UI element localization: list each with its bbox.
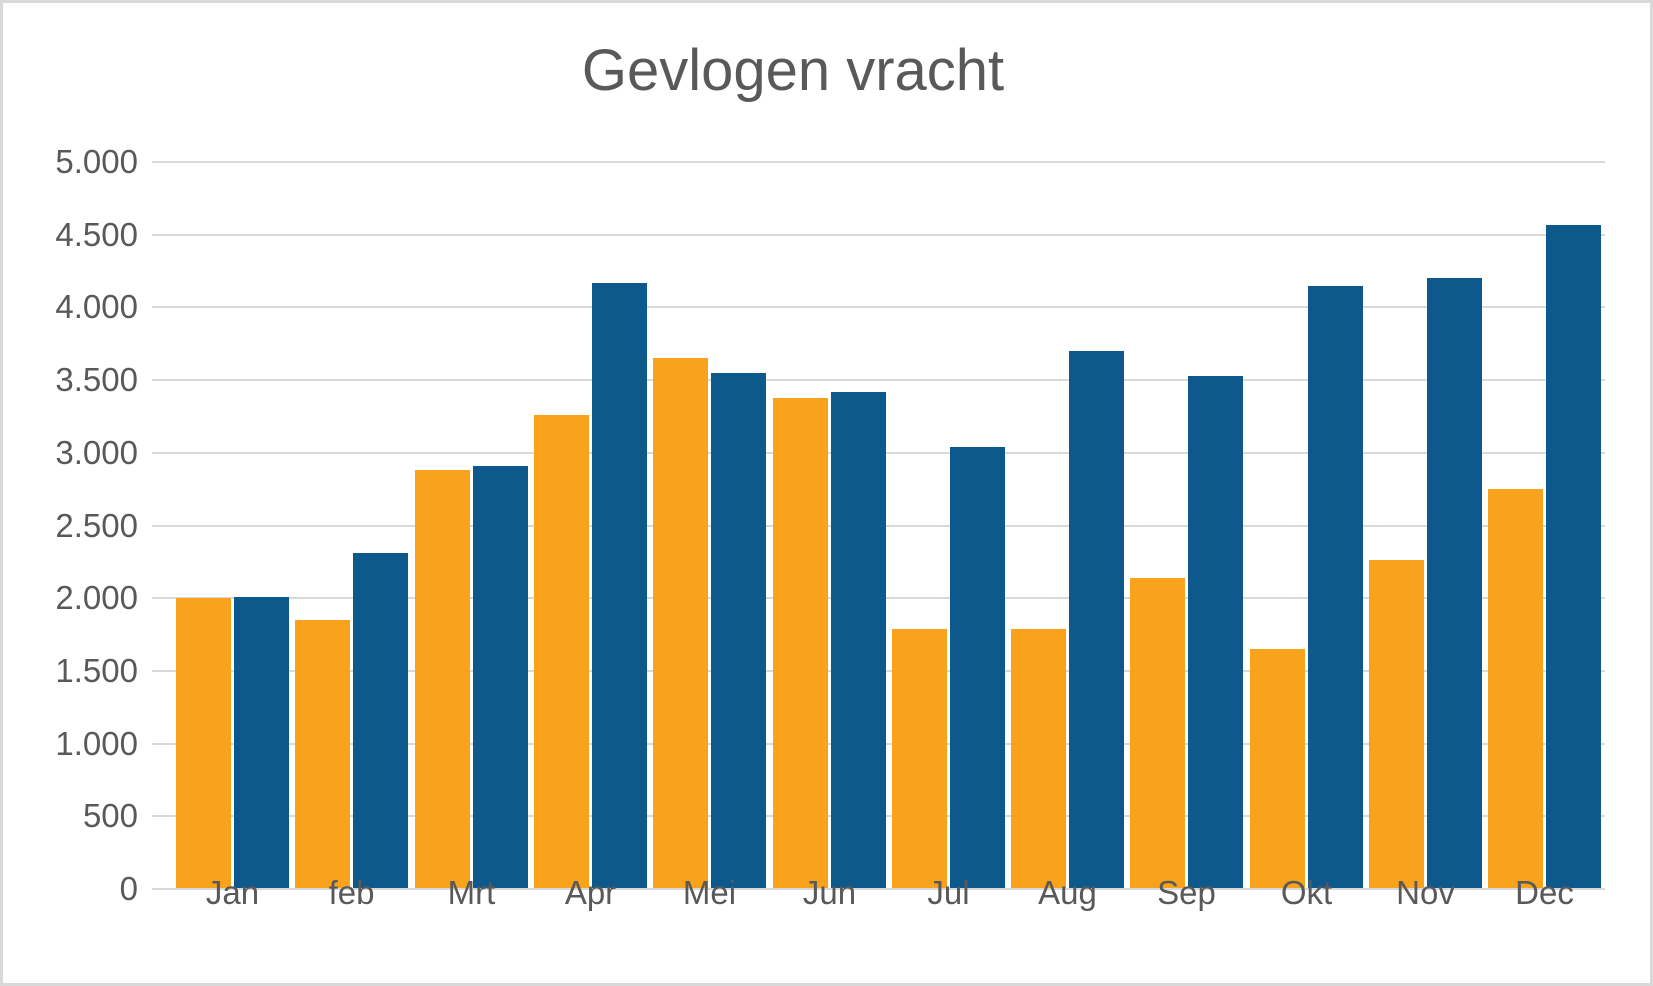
bar-orange-jul: [892, 629, 947, 889]
bar-group-dec: [1488, 162, 1601, 889]
bar-orange-nov: [1369, 560, 1424, 889]
y-axis-label: 5.000: [55, 143, 138, 180]
x-axis-label-okt: Okt: [1280, 874, 1333, 911]
y-axis-tick: [152, 815, 166, 817]
bar-blue-feb: [353, 553, 408, 889]
x-axis-line: [152, 888, 1605, 890]
y-axis-tick: [152, 597, 166, 599]
x-axis-label-dec: Dec: [1515, 874, 1574, 911]
bar-blue-jun: [831, 392, 886, 889]
bar-group-feb: [295, 162, 408, 889]
bar-orange-mrt: [415, 470, 470, 889]
bar-orange-apr: [534, 415, 589, 889]
y-axis-label: 4.000: [55, 288, 138, 325]
y-axis-label: 1.000: [55, 725, 138, 762]
bar-blue-mrt: [473, 466, 528, 889]
bar-blue-mei: [711, 373, 766, 889]
plot-area: [152, 161, 1605, 890]
y-axis-label: 3.500: [55, 361, 138, 398]
x-axis-label-jul: Jul: [927, 874, 970, 911]
gridline: [166, 234, 1605, 236]
bar-group-mei: [653, 162, 766, 889]
y-axis-tick: [152, 234, 166, 236]
y-axis-label: 0: [119, 870, 138, 907]
x-axis-label-mrt: Mrt: [447, 874, 496, 911]
x-axis-label-feb: feb: [328, 874, 375, 911]
x-axis-label-mei: Mei: [682, 874, 737, 911]
bar-orange-jun: [773, 398, 828, 889]
bar-orange-dec: [1488, 489, 1543, 889]
y-axis-label: 1.500: [55, 652, 138, 689]
x-axis-label-jun: Jun: [802, 874, 857, 911]
bar-group-aug: [1011, 162, 1124, 889]
bar-orange-feb: [295, 620, 350, 889]
gridline: [166, 306, 1605, 308]
gridline: [166, 161, 1605, 163]
y-axis-tick: [152, 161, 166, 163]
bar-group-sep: [1130, 162, 1243, 889]
bar-blue-sep: [1188, 376, 1243, 889]
y-axis-label: 3.000: [55, 434, 138, 471]
bar-blue-aug: [1069, 351, 1124, 889]
y-axis-tick: [152, 670, 166, 672]
x-axis-label-apr: Apr: [564, 874, 617, 911]
y-axis-tick: [152, 306, 166, 308]
x-axis-label-sep: Sep: [1157, 874, 1216, 911]
bar-group-jul: [892, 162, 1005, 889]
x-axis-label-jan: Jan: [205, 874, 260, 911]
y-axis-label: 2.000: [55, 579, 138, 616]
bar-blue-jan: [234, 597, 289, 889]
y-axis-label: 2.500: [55, 507, 138, 544]
y-axis-tick: [152, 379, 166, 381]
chart-title: Gevlogen vracht: [581, 38, 1005, 103]
bar-group-jan: [176, 162, 289, 889]
bar-blue-jul: [950, 447, 1005, 889]
bar-blue-dec: [1546, 225, 1601, 889]
bar-group-mrt: [415, 162, 528, 889]
bar-group-okt: [1250, 162, 1363, 889]
x-axis-label-aug: Aug: [1038, 874, 1097, 911]
bar-orange-sep: [1130, 578, 1185, 889]
bar-orange-okt: [1250, 649, 1305, 889]
y-axis-label: 4.500: [55, 216, 138, 253]
bar-blue-nov: [1427, 278, 1482, 889]
y-axis-tick: [152, 743, 166, 745]
gridline: [166, 379, 1605, 381]
bar-orange-aug: [1011, 629, 1066, 889]
bar-orange-mei: [653, 358, 708, 889]
bar-group-nov: [1369, 162, 1482, 889]
bar-blue-okt: [1308, 286, 1363, 889]
bar-blue-apr: [592, 283, 647, 889]
x-axis-label-nov: Nov: [1396, 874, 1455, 911]
bar-group-apr: [534, 162, 647, 889]
y-axis-label: 500: [82, 797, 138, 834]
bar-group-jun: [773, 162, 886, 889]
y-axis-tick: [152, 525, 166, 527]
bar-orange-jan: [176, 598, 231, 889]
y-axis-tick: [152, 452, 166, 454]
